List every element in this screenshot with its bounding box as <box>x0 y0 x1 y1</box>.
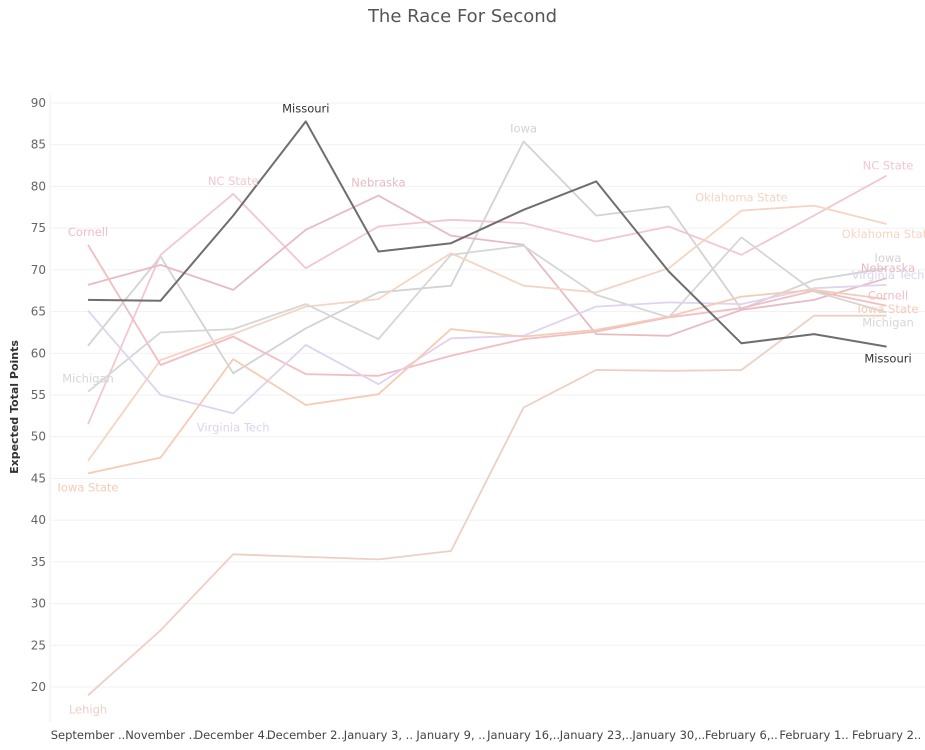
grid-lines <box>49 95 925 722</box>
series-line-michigan <box>87 236 887 393</box>
y-tick-label: 55 <box>31 388 46 402</box>
y-tick-label: 75 <box>31 221 46 235</box>
y-tick-label: 40 <box>31 513 46 527</box>
x-tick-label: February 1.. <box>779 728 848 742</box>
x-tick-label: September .. <box>51 728 126 742</box>
x-tick-label: November .. <box>125 728 196 742</box>
x-tick-label: February 2.. <box>852 728 921 742</box>
y-tick-label: 35 <box>31 555 46 569</box>
y-tick-label: 20 <box>31 680 46 694</box>
series-label-iowa: Iowa <box>875 251 902 265</box>
series-line-lehigh <box>87 314 887 696</box>
x-tick-label: January 3, .. <box>343 728 413 742</box>
y-tick-label: 80 <box>31 179 46 193</box>
x-tick-label: January 23,.. <box>559 728 633 742</box>
series-label-virginia-tech: Virginia Tech <box>852 268 925 282</box>
chart-title: The Race For Second <box>367 6 558 27</box>
y-tick-label: 90 <box>31 96 46 110</box>
x-axis: September .. November ..December 4..Decem… <box>51 728 921 742</box>
y-tick-label: 60 <box>31 346 46 360</box>
x-tick-label: February 6,.. <box>705 728 778 742</box>
series-label-iowa-state: Iowa State <box>858 302 919 316</box>
series-label-iowa-state: Iowa State <box>58 480 119 494</box>
series-label-missouri: Missouri <box>864 352 911 366</box>
y-axis: 20 25 30 35 40 45 50 55 60 65 70 75 80 85 90 <box>31 96 46 694</box>
series-label-michigan: Michigan <box>62 372 114 386</box>
series-line-iowa-state <box>87 288 887 475</box>
y-tick-label: 85 <box>31 138 46 152</box>
series-label-oklahoma-state: Oklahoma State <box>695 191 788 205</box>
series-label-lehigh: Lehigh <box>69 702 107 716</box>
series-label-nebraska: Nebraska <box>861 261 915 275</box>
series-label-iowa: Iowa <box>510 121 537 135</box>
series-line-nc-state <box>87 174 888 425</box>
series-line-cornell <box>87 244 887 377</box>
x-tick-label: January 30,.. <box>631 728 705 742</box>
x-tick-label: January 16,.. <box>486 728 560 742</box>
x-tick-label: January 9, .. <box>415 728 485 742</box>
series-line-oklahoma-state <box>87 204 887 462</box>
series-label-nebraska: Nebraska <box>351 176 405 190</box>
x-tick-label: December 4.. <box>194 728 272 742</box>
series-label-nc-state: NC State <box>208 174 259 188</box>
series-label-cornell: Cornell <box>68 225 108 239</box>
series-label-missouri: Missouri <box>282 101 329 115</box>
y-tick-label: 30 <box>31 597 46 611</box>
y-tick-label: 25 <box>31 638 46 652</box>
series-label-oklahoma-state: Oklahoma State <box>842 227 925 241</box>
series-labels: Missouri Missouri Iowa Iowa NC State NC State… <box>58 101 925 716</box>
series-line-iowa <box>87 140 887 375</box>
y-tick-label: 65 <box>31 305 46 319</box>
series-label-cornell: Cornell <box>868 289 908 303</box>
y-axis-title: Expected Total Points <box>8 340 21 474</box>
series-line-missouri <box>87 120 887 348</box>
series-lines <box>87 120 888 696</box>
y-tick-label: 70 <box>31 263 46 277</box>
series-label-nc-state: NC State <box>863 159 914 173</box>
series-line-nebraska <box>87 194 887 337</box>
y-tick-label: 45 <box>31 471 46 485</box>
y-tick-label: 50 <box>31 430 46 444</box>
x-tick-label: December 2.. <box>267 728 345 742</box>
series-label-michigan: Michigan <box>862 315 914 329</box>
series-line-virginia-tech <box>87 284 887 415</box>
series-label-virginia-tech: Virginia Tech <box>197 420 270 434</box>
